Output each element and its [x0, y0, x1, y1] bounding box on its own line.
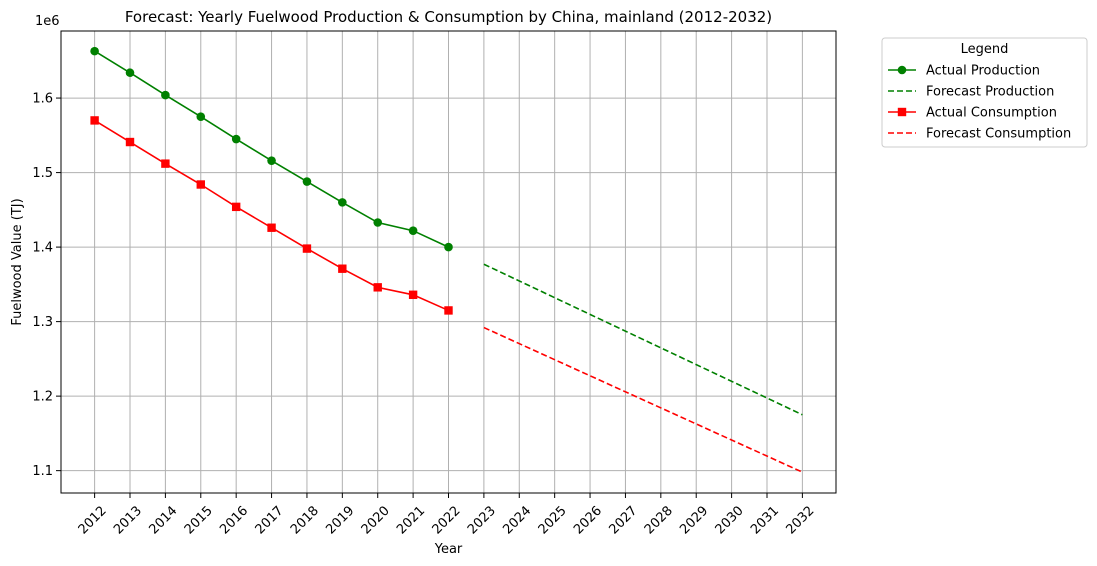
data-point — [302, 177, 312, 186]
series-line — [483, 326, 803, 473]
y-axis: 1.1 1.2 1.3 1.4 1.5 1.6 — [32, 92, 61, 479]
legend-title: Legend — [961, 42, 1009, 57]
data-point — [444, 306, 453, 315]
data-point — [408, 290, 418, 299]
x-axis-label: Year — [434, 542, 463, 557]
legend: Legend Actual Production Forecast Product… — [881, 37, 1088, 148]
y-tick-label: 1.2 — [32, 390, 53, 405]
series-actual-consumption — [90, 116, 453, 315]
legend-items: Actual Production Forecast Production Actu… — [888, 64, 1071, 142]
data-point — [267, 223, 276, 232]
data-point — [125, 137, 135, 147]
legend-box — [881, 37, 1088, 148]
legend-item: Actual Consumption — [888, 106, 1057, 121]
legend-item: Forecast Consumption — [888, 127, 1071, 142]
data-point — [161, 159, 170, 168]
data-point — [161, 90, 170, 100]
series-forecast-consumption — [483, 326, 803, 473]
y-tick-label: 1.4 — [32, 241, 53, 256]
data-point — [267, 156, 276, 165]
y-tick-label: 1.3 — [32, 315, 53, 330]
data-point — [373, 283, 382, 292]
data-point — [90, 46, 99, 56]
legend-marker — [897, 65, 907, 75]
data-point — [90, 116, 99, 125]
y-tick-label: 1.1 — [32, 464, 53, 479]
legend-marker — [897, 107, 907, 117]
legend-label: Forecast Consumption — [926, 127, 1071, 142]
data-point — [302, 244, 312, 253]
data-point — [196, 112, 206, 121]
y-tick-label: 1.5 — [32, 166, 53, 181]
y-tick-label: 1.6 — [32, 92, 53, 107]
legend-label: Actual Consumption — [926, 106, 1057, 121]
series-actual-production — [90, 46, 453, 252]
legend-label: Forecast Production — [926, 85, 1054, 100]
series-layer — [90, 46, 803, 473]
data-point — [338, 198, 347, 207]
chart-title: Forecast: Yearly Fuelwood Production & C… — [125, 8, 772, 26]
data-point — [338, 264, 347, 273]
data-point — [373, 218, 383, 227]
data-point — [408, 226, 418, 236]
legend-label: Actual Production — [926, 64, 1040, 79]
y-axis-label: Fuelwood Value (TJ) — [10, 198, 25, 325]
legend-item: Actual Production — [888, 64, 1040, 79]
legend-item: Forecast Production — [888, 85, 1054, 100]
y-offset-label: 1e6 — [35, 14, 60, 29]
series-forecast-production — [483, 263, 803, 416]
data-point — [196, 180, 205, 189]
data-point — [125, 68, 135, 78]
data-point — [231, 202, 241, 212]
data-point — [231, 134, 241, 144]
data-point — [444, 242, 453, 252]
grid — [61, 31, 836, 493]
series-line — [483, 263, 803, 416]
